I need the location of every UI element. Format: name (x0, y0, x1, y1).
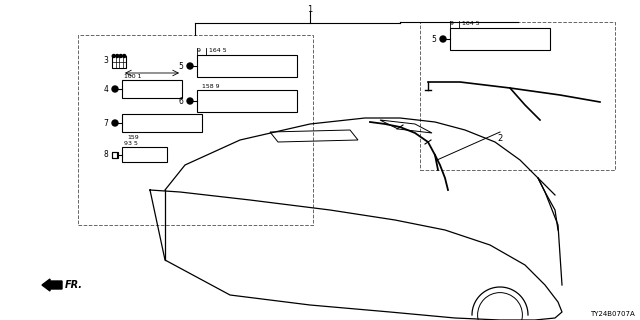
Text: 7: 7 (103, 118, 108, 127)
Circle shape (187, 63, 193, 69)
Bar (197, 55, 297, 77)
Bar (122, 114, 202, 132)
Bar (420, 22, 615, 170)
Bar (112, 151, 118, 157)
Bar (112, 56, 126, 68)
Text: 158 9: 158 9 (202, 84, 220, 89)
Text: 1: 1 (307, 5, 312, 14)
Text: 2: 2 (497, 134, 502, 143)
Text: 164 5: 164 5 (209, 48, 227, 53)
Circle shape (440, 36, 446, 42)
Circle shape (123, 54, 125, 58)
Circle shape (119, 54, 122, 58)
Text: TY24B0707A: TY24B0707A (590, 311, 635, 317)
Text: 9: 9 (197, 48, 201, 53)
Bar (112, 151, 117, 157)
Circle shape (112, 86, 118, 92)
Circle shape (116, 54, 119, 58)
Bar (122, 80, 182, 98)
Text: 164 5: 164 5 (462, 21, 479, 26)
Text: FR.: FR. (65, 280, 83, 290)
Bar (78, 35, 313, 225)
Text: 4: 4 (103, 84, 108, 93)
Bar (450, 28, 550, 50)
Bar (197, 90, 297, 112)
Circle shape (112, 54, 115, 58)
FancyArrow shape (42, 279, 62, 291)
Text: 5: 5 (431, 35, 436, 44)
Text: 9: 9 (450, 21, 454, 26)
Text: 159: 159 (127, 135, 139, 140)
Circle shape (112, 120, 118, 126)
Bar (122, 147, 167, 162)
Text: 93 5: 93 5 (124, 141, 138, 146)
Text: 8: 8 (103, 150, 108, 159)
Circle shape (187, 98, 193, 104)
Text: 3: 3 (103, 55, 108, 65)
Text: 5: 5 (178, 61, 183, 70)
Text: 100 1: 100 1 (124, 74, 141, 79)
Text: 6: 6 (178, 97, 183, 106)
